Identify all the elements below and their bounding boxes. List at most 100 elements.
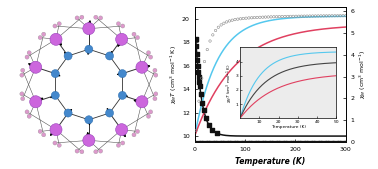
Circle shape bbox=[116, 143, 121, 147]
Circle shape bbox=[153, 68, 157, 72]
Point bbox=[270, 140, 276, 143]
Circle shape bbox=[38, 129, 42, 134]
Circle shape bbox=[53, 141, 57, 145]
Point bbox=[291, 140, 297, 143]
Circle shape bbox=[121, 24, 125, 28]
Point bbox=[275, 140, 281, 143]
Point bbox=[277, 140, 284, 143]
X-axis label: Temperature (K): Temperature (K) bbox=[235, 157, 305, 166]
Circle shape bbox=[154, 73, 158, 77]
Circle shape bbox=[80, 150, 84, 154]
Point bbox=[324, 15, 330, 17]
Circle shape bbox=[136, 96, 148, 108]
Point bbox=[201, 109, 207, 112]
Point bbox=[240, 17, 246, 20]
Circle shape bbox=[27, 114, 31, 118]
Point bbox=[279, 15, 285, 18]
Circle shape bbox=[83, 23, 95, 35]
Point bbox=[333, 140, 339, 143]
Point bbox=[194, 52, 200, 55]
Point bbox=[285, 15, 291, 18]
Point bbox=[274, 15, 280, 18]
Point bbox=[256, 140, 262, 143]
Point bbox=[218, 24, 224, 26]
Point bbox=[193, 129, 199, 132]
Point bbox=[224, 21, 230, 23]
Point bbox=[235, 140, 241, 143]
Point bbox=[197, 85, 203, 87]
Circle shape bbox=[30, 61, 42, 73]
Point bbox=[193, 45, 199, 48]
Point bbox=[329, 140, 335, 143]
Circle shape bbox=[51, 70, 59, 78]
Point bbox=[237, 17, 243, 20]
Point bbox=[265, 16, 271, 18]
Point bbox=[310, 140, 316, 143]
Point bbox=[210, 33, 216, 36]
Circle shape bbox=[83, 134, 95, 146]
Circle shape bbox=[132, 32, 136, 36]
Circle shape bbox=[154, 92, 158, 96]
Point bbox=[193, 37, 199, 40]
Point bbox=[223, 140, 229, 143]
Point bbox=[290, 15, 296, 18]
Circle shape bbox=[50, 33, 62, 45]
Point bbox=[257, 16, 263, 19]
Point bbox=[287, 140, 293, 143]
Circle shape bbox=[146, 51, 150, 55]
Point bbox=[319, 140, 325, 143]
Point bbox=[232, 18, 238, 21]
Point bbox=[315, 15, 321, 17]
Point bbox=[219, 140, 225, 143]
Circle shape bbox=[57, 143, 61, 147]
Point bbox=[268, 16, 274, 18]
Point bbox=[233, 140, 239, 143]
Circle shape bbox=[85, 45, 93, 53]
Point bbox=[214, 132, 220, 135]
Point bbox=[203, 140, 209, 143]
Point bbox=[318, 15, 324, 17]
Point bbox=[324, 140, 330, 143]
Circle shape bbox=[20, 92, 24, 96]
Point bbox=[301, 15, 307, 17]
Point bbox=[209, 128, 215, 131]
Point bbox=[242, 140, 248, 143]
Circle shape bbox=[116, 22, 121, 26]
Circle shape bbox=[94, 150, 98, 154]
Point bbox=[298, 140, 304, 143]
Circle shape bbox=[42, 133, 46, 137]
Point bbox=[240, 140, 246, 143]
Circle shape bbox=[149, 55, 153, 59]
Point bbox=[214, 140, 220, 143]
Point bbox=[296, 140, 302, 143]
Point bbox=[238, 140, 244, 143]
Circle shape bbox=[99, 16, 103, 20]
Circle shape bbox=[116, 33, 128, 45]
Circle shape bbox=[64, 52, 72, 60]
Y-axis label: $\chi_M T$ (cm$^3$ mol$^{-1}$ K): $\chi_M T$ (cm$^3$ mol$^{-1}$ K) bbox=[224, 63, 234, 103]
Circle shape bbox=[135, 35, 139, 40]
Point bbox=[196, 100, 202, 103]
Point bbox=[212, 140, 218, 143]
Point bbox=[261, 140, 267, 143]
Point bbox=[235, 18, 241, 20]
Point bbox=[200, 140, 206, 143]
Point bbox=[249, 16, 255, 19]
Point bbox=[276, 15, 282, 18]
Point bbox=[209, 140, 215, 143]
Circle shape bbox=[99, 149, 103, 153]
Point bbox=[307, 15, 313, 17]
Point bbox=[194, 59, 200, 62]
Point bbox=[243, 17, 249, 20]
Point bbox=[251, 16, 257, 19]
Point bbox=[282, 140, 288, 143]
Circle shape bbox=[146, 114, 150, 118]
Point bbox=[266, 140, 272, 143]
Point bbox=[271, 15, 277, 18]
Circle shape bbox=[132, 133, 136, 137]
Point bbox=[196, 76, 202, 78]
Point bbox=[317, 140, 323, 143]
Circle shape bbox=[25, 110, 29, 114]
Point bbox=[259, 140, 265, 143]
Circle shape bbox=[135, 129, 139, 134]
